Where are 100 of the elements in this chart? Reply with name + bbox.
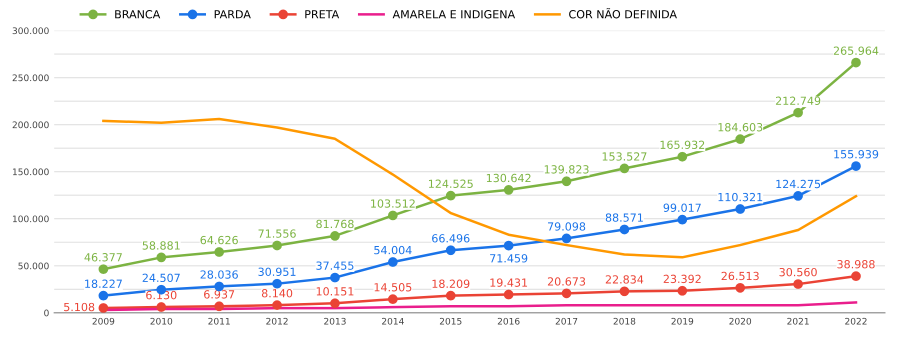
data-label: 155.939	[834, 150, 878, 158]
x-tick-label: 2013	[324, 318, 346, 325]
data-label: 20.673	[548, 277, 586, 286]
point	[330, 231, 340, 241]
point	[562, 288, 572, 298]
point	[330, 272, 340, 282]
data-label: 30.560	[780, 268, 817, 276]
data-label: 58.881	[142, 241, 180, 250]
data-label: 22.834	[606, 275, 644, 284]
point	[620, 224, 630, 234]
data-label: 30.951	[258, 268, 296, 276]
data-label: 110.321	[718, 192, 762, 202]
data-label: 19.431	[490, 278, 528, 287]
point	[562, 234, 572, 244]
data-label: 184.603	[718, 123, 762, 132]
data-label: 46.377	[84, 253, 122, 262]
y-tick-label: 0	[44, 310, 49, 316]
data-label: 64.626	[200, 236, 238, 244]
data-label: 10.151	[316, 287, 354, 296]
data-label: 28.036	[200, 270, 238, 279]
y-tick-label: 250.000	[12, 74, 49, 82]
point	[851, 161, 861, 171]
data-label: 79.098	[548, 222, 586, 231]
point	[98, 290, 108, 301]
y-tick-label: 50.000	[18, 262, 49, 270]
point	[388, 210, 398, 220]
data-label: 6.937	[204, 290, 234, 299]
point	[851, 271, 861, 281]
point	[272, 240, 282, 250]
point	[562, 176, 572, 186]
data-label: 88.571	[606, 213, 643, 222]
data-label: 165.932	[660, 140, 704, 150]
point	[504, 240, 514, 250]
data-label: 23.392	[664, 274, 701, 284]
data-label: 66.496	[432, 234, 470, 243]
y-tick-label: 300.000	[12, 27, 49, 34]
data-label: 14.505	[374, 283, 412, 292]
point	[677, 152, 688, 162]
x-tick-label: 2010	[150, 318, 172, 325]
data-label: 26.513	[722, 272, 759, 280]
point	[214, 301, 224, 312]
point	[98, 264, 108, 274]
legend-label: PARDA	[214, 10, 251, 18]
point	[793, 191, 803, 201]
point	[851, 58, 861, 68]
data-label: 38.988	[837, 260, 875, 268]
data-label: 71.556	[258, 229, 296, 238]
point	[156, 302, 166, 312]
x-tick-label: 2018	[614, 318, 636, 325]
x-tick-label: 2021	[787, 318, 809, 325]
point	[388, 294, 398, 304]
data-label: 130.642	[486, 174, 530, 182]
point	[98, 303, 108, 313]
y-tick-label: 200.000	[12, 121, 49, 128]
legend-label: COR NÃO DEFINIDA	[569, 8, 677, 18]
y-tick-label: 150.000	[12, 168, 49, 176]
data-label: 81.768	[316, 220, 354, 228]
point	[272, 278, 282, 289]
point	[504, 185, 514, 195]
point	[446, 245, 456, 256]
x-tick-label: 2011	[208, 318, 230, 325]
x-tick-label: 2009	[92, 318, 114, 325]
point	[735, 204, 746, 214]
data-label: 153.527	[602, 152, 646, 161]
point	[446, 190, 456, 201]
data-label: 124.525	[428, 180, 473, 188]
x-tick-label: 2016	[498, 318, 520, 325]
data-label: 71.459	[490, 254, 528, 263]
point	[446, 290, 456, 301]
data-label: 24.507	[142, 274, 180, 282]
data-label: 37.455	[316, 261, 354, 270]
point	[677, 286, 688, 296]
x-tick-label: 2014	[382, 318, 404, 325]
x-tick-label: 2012	[266, 318, 288, 325]
data-label: 212.749	[776, 96, 820, 105]
data-label: 5.108	[64, 302, 94, 312]
point	[214, 247, 224, 257]
point	[620, 164, 630, 174]
data-label: 139.823	[544, 165, 589, 174]
x-tick-label: 2017	[556, 318, 578, 325]
data-label: 54.004	[374, 246, 412, 254]
x-tick-label: 2015	[440, 318, 462, 325]
legend-label: AMARELA E INDIGENA	[392, 10, 516, 18]
data-label: 18.227	[85, 280, 122, 288]
point	[793, 279, 803, 289]
point	[504, 290, 514, 300]
point	[272, 300, 282, 310]
x-tick-label: 2020	[729, 318, 752, 325]
point	[620, 286, 630, 296]
data-label: 99.017	[664, 204, 701, 212]
point	[156, 252, 166, 262]
point	[677, 214, 688, 225]
point	[388, 257, 398, 267]
data-label: 103.512	[371, 199, 415, 208]
data-label: 18.209	[432, 280, 470, 288]
x-tick-label: 2019	[671, 318, 694, 325]
point	[735, 283, 746, 293]
legend-label: BRANCA	[115, 10, 160, 18]
data-label: 124.275	[776, 180, 820, 188]
data-label: 265.964	[834, 46, 878, 55]
